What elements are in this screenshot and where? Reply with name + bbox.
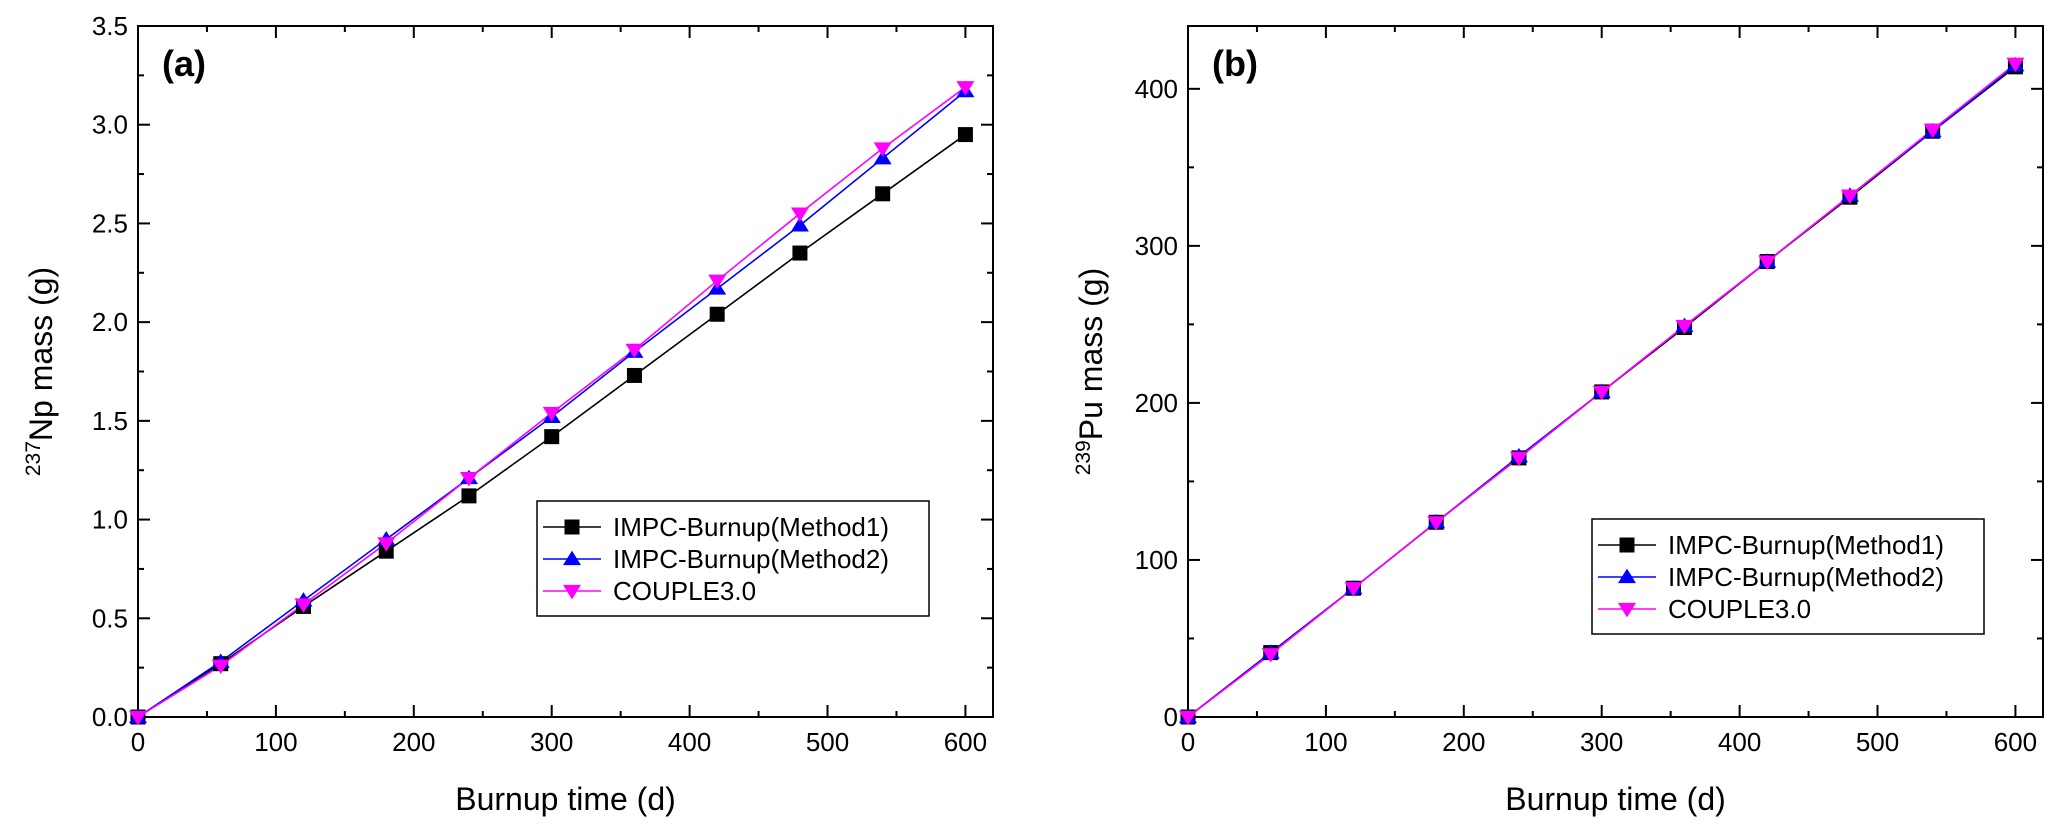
y-tick-label: 1.5 (92, 406, 128, 436)
chart-panel-a: 0 100 200 300 400 500 600 0.0 0.5 1.0 1.5 2.0 2.5 3.0… (22, 11, 994, 817)
x-tick-label: 600 (944, 727, 987, 757)
x-tick-label: 500 (1856, 727, 1899, 757)
data-point-series-1 (709, 306, 725, 322)
x-axis-label: Burnup time (d) (1505, 781, 1726, 817)
x-tick-label: 300 (530, 727, 573, 757)
y-axis-label-main: Pu mass (g) (1073, 268, 1109, 440)
data-point-series-3 (790, 207, 809, 222)
x-tick-label: 200 (392, 727, 435, 757)
y-axis-label: 237Np mass (g) (22, 267, 59, 476)
data-point-series-3 (1840, 189, 1859, 204)
data-point-series-1 (626, 367, 642, 383)
data-point-series-3 (1923, 123, 1942, 139)
x-tick-label: 300 (1580, 727, 1623, 757)
legend-marker (564, 519, 580, 535)
data-point-series-3 (2006, 57, 2025, 73)
legend: IMPC-Burnup(Method1)IMPC-Burnup(Method2)… (536, 500, 930, 617)
series-line-1 (137, 133, 966, 718)
x-tick-label: 0 (1181, 727, 1195, 757)
x-tick-label: 100 (254, 727, 297, 757)
y-axis-label-main: Np mass (g) (23, 267, 59, 441)
y-tick-label: 3.5 (92, 11, 128, 41)
legend-marker (1619, 537, 1635, 553)
data-point-series-3 (542, 406, 561, 422)
data-point-series-3 (1675, 319, 1694, 335)
legend-entry-label: IMPC-Burnup(Method1) (1668, 530, 1944, 560)
x-tick-label: 500 (806, 727, 849, 757)
y-tick-label: 3.0 (92, 110, 128, 140)
data-point-series-3 (708, 274, 727, 290)
data-point-series-3 (1758, 255, 1777, 270)
y-axis-label-superscript: 239 (1072, 440, 1095, 475)
data-point-series-2 (790, 217, 809, 232)
x-tick-label: 600 (1994, 727, 2037, 757)
data-point-series-3 (1509, 451, 1528, 467)
data-point-series-1 (792, 245, 808, 261)
data-point-series-3 (129, 710, 147, 726)
data-point-series-3 (211, 659, 230, 675)
data-point-series-3 (294, 598, 313, 613)
y-tick-label: 0.5 (92, 603, 128, 633)
x-axis-label: Burnup time (d) (455, 781, 676, 817)
y-tick-label: 100 (1135, 545, 1178, 575)
y-tick-label: 200 (1135, 388, 1178, 418)
panel-label: (b) (1212, 43, 1258, 84)
x-tick-label: 400 (1718, 727, 1761, 757)
chart-panel-b: 0 100 200 300 400 500 600 0 100 200 300 400 Burnup t… (1072, 25, 2044, 817)
plot-frame (1187, 25, 2044, 718)
data-point-series-3 (1179, 710, 1197, 726)
legend-marker (1618, 568, 1636, 584)
legend-box (536, 500, 930, 617)
y-tick-label: 2.0 (92, 307, 128, 337)
legend: IMPC-Burnup(Method1)IMPC-Burnup(Method2)… (1591, 518, 1985, 635)
data-point-series-3 (1261, 648, 1280, 663)
y-tick-label: 0 (1164, 702, 1178, 732)
legend-entry-label: IMPC-Burnup(Method2) (1668, 562, 1944, 592)
legend-entry-label: IMPC-Burnup(Method1) (613, 512, 889, 542)
legend-marker (563, 584, 581, 600)
panel-label: (a) (162, 43, 206, 84)
y-axis-label: 239Pu mass (g) (1072, 268, 1109, 476)
data-point-series-3 (625, 343, 644, 359)
data-point-series-3 (459, 472, 478, 487)
x-tick-label: 400 (668, 727, 711, 757)
y-tick-label: 400 (1135, 74, 1178, 104)
data-point-series-1 (957, 127, 973, 143)
data-point-series-3 (1592, 385, 1611, 401)
data-point-series-2 (873, 149, 892, 165)
y-tick-label: 0.0 (92, 702, 128, 732)
data-point-series-3 (377, 537, 396, 552)
legend-box (1591, 518, 1985, 635)
legend-entry-label: COUPLE3.0 (1668, 594, 1811, 624)
x-tick-label: 0 (131, 727, 145, 757)
data-point-series-1 (544, 429, 560, 445)
y-axis-label-superscript: 237 (22, 441, 45, 476)
x-tick-label: 100 (1304, 727, 1347, 757)
series-line-2 (137, 90, 966, 718)
legend-entry-label: IMPC-Burnup(Method2) (613, 544, 889, 574)
data-point-series-1 (875, 186, 891, 202)
series-line-3 (137, 86, 966, 718)
x-tick-label: 200 (1442, 727, 1485, 757)
legend-marker (563, 550, 581, 566)
y-tick-label: 2.5 (92, 208, 128, 238)
data-point-series-1 (461, 488, 477, 504)
legend-marker (1618, 602, 1636, 618)
data-point-series-3 (1427, 516, 1446, 531)
legend-entry-label: COUPLE3.0 (613, 576, 756, 606)
data-point-series-3 (873, 142, 892, 157)
y-tick-label: 1.0 (92, 505, 128, 535)
data-point-series-3 (956, 81, 975, 96)
y-tick-label: 300 (1135, 231, 1178, 261)
data-point-series-3 (1344, 582, 1363, 597)
